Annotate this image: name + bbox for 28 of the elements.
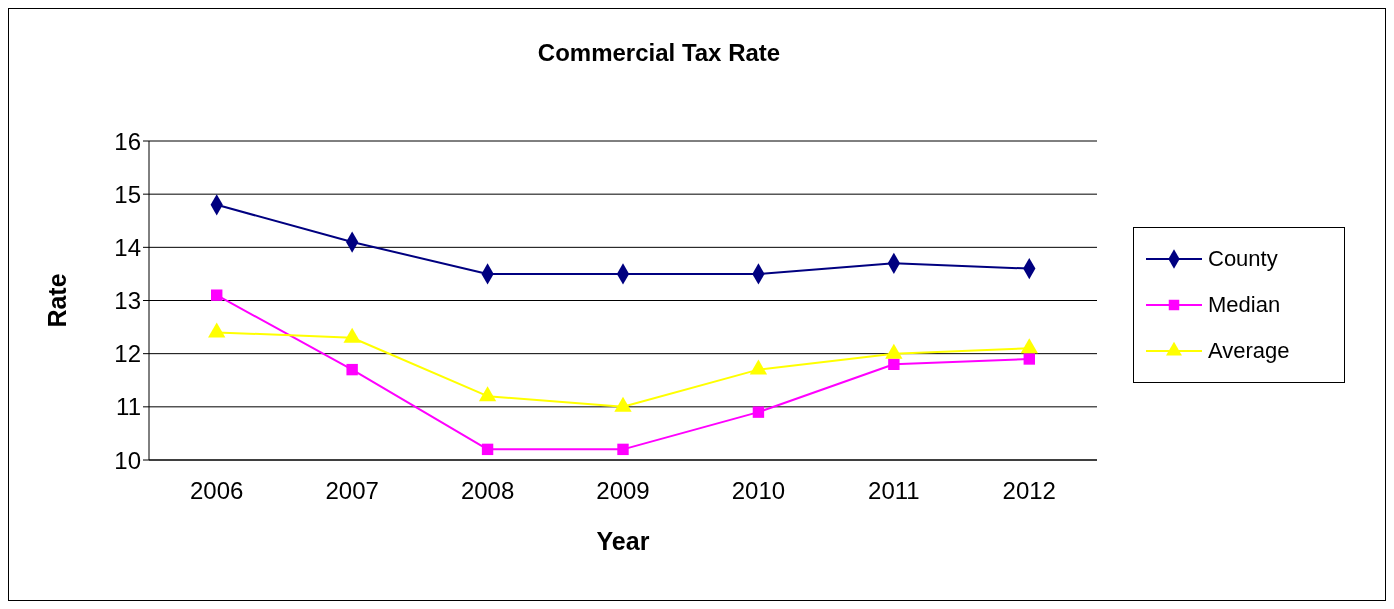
x-tick-label: 2006 [190, 477, 244, 505]
x-tick-label: 2009 [596, 477, 650, 505]
x-tick-label: 2010 [731, 477, 786, 505]
point [888, 358, 900, 370]
x-tick-label: 2012 [1002, 477, 1056, 505]
point [481, 443, 494, 456]
point [478, 386, 497, 402]
point [752, 406, 765, 418]
y-axis-title: Rate [42, 273, 71, 328]
x-axis-title: Year [596, 527, 650, 555]
y-tick-label: 10 [114, 446, 141, 474]
y-tick-label: 12 [114, 340, 141, 368]
y-tick-label: 16 [114, 127, 141, 155]
x-tick-label: 2011 [868, 477, 920, 505]
point [1023, 353, 1035, 365]
y-tick-label: 14 [114, 233, 141, 261]
legend-label: Median [1208, 291, 1281, 318]
y-tick-label: 13 [114, 287, 141, 315]
legend-label: Average [1208, 337, 1290, 364]
y-tick-label: 11 [116, 393, 141, 421]
point [346, 363, 358, 376]
chart-title: Commercial Tax Rate [536, 39, 782, 67]
y-tick-label: 15 [114, 180, 141, 208]
legend-label: County [1208, 245, 1278, 272]
x-tick-label: 2007 [325, 477, 379, 505]
x-tick-label: 2008 [460, 477, 515, 505]
point [617, 443, 629, 456]
point [211, 289, 223, 301]
